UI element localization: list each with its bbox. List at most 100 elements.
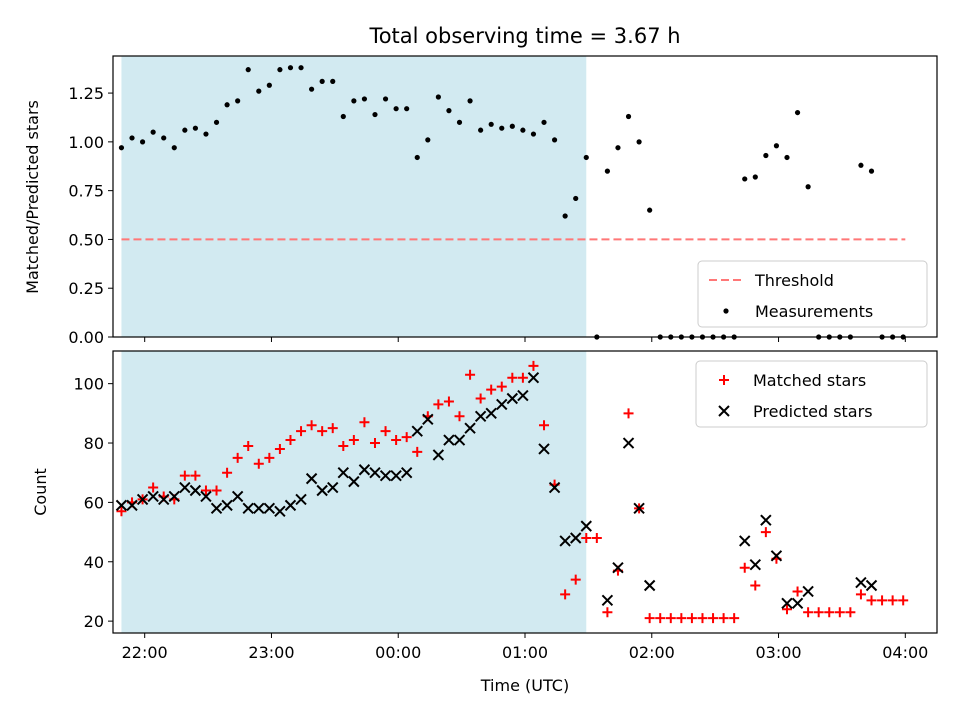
matched-point bbox=[792, 586, 803, 597]
predicted-point bbox=[612, 561, 624, 574]
predicted-point bbox=[548, 481, 561, 494]
measurement-point bbox=[171, 145, 177, 151]
measurement-point bbox=[414, 154, 420, 161]
predicted-point bbox=[411, 425, 423, 437]
predicted-point bbox=[189, 484, 202, 497]
predicted-point bbox=[253, 502, 265, 515]
predicted-point bbox=[274, 505, 286, 518]
predicted-point bbox=[200, 490, 212, 503]
matched-point bbox=[570, 574, 581, 585]
bottom-panel: 20 40 60 80 100 22:00 23:00 00:00 01:00 02:00 03:0… bbox=[73, 350, 938, 662]
matched-point bbox=[834, 607, 845, 618]
measurement-point bbox=[794, 109, 801, 116]
matched-point bbox=[855, 589, 866, 600]
y-tick-label: 0.00 bbox=[68, 328, 104, 347]
matched-point bbox=[179, 470, 190, 481]
measurement-point bbox=[309, 86, 315, 92]
predicted-point bbox=[168, 490, 180, 503]
measurement-point bbox=[139, 139, 146, 145]
legend-label: Threshold bbox=[754, 271, 834, 290]
legend-matched-swatch bbox=[719, 375, 729, 385]
measurement-point bbox=[382, 96, 389, 102]
series-measurements bbox=[118, 65, 906, 340]
matched-point bbox=[697, 613, 708, 624]
matched-point bbox=[803, 607, 814, 618]
matched-point bbox=[148, 482, 159, 493]
measurement-point bbox=[161, 135, 167, 141]
matched-point bbox=[813, 607, 824, 618]
matched-point bbox=[581, 533, 592, 544]
matched-point bbox=[380, 426, 391, 437]
predicted-point bbox=[791, 597, 804, 610]
matched-point bbox=[602, 607, 613, 618]
legend: Matched stars Predicted stars bbox=[695, 360, 928, 428]
predicted-point bbox=[390, 469, 402, 482]
matched-point bbox=[338, 440, 349, 451]
measurement-point bbox=[858, 162, 864, 168]
measurement-point bbox=[361, 96, 368, 102]
predicted-point bbox=[739, 535, 751, 547]
measurement-point bbox=[520, 127, 526, 133]
measurement-point bbox=[625, 113, 632, 120]
matched-point bbox=[718, 613, 729, 624]
measurement-point bbox=[351, 98, 357, 104]
measurement-point bbox=[551, 137, 558, 143]
predicted-point bbox=[506, 392, 519, 405]
measurement-point bbox=[636, 139, 642, 145]
predicted-point bbox=[210, 502, 223, 515]
predicted-point bbox=[570, 532, 582, 544]
legend-measurement-swatch bbox=[723, 308, 729, 314]
y-tick-label: 0.25 bbox=[68, 279, 104, 298]
measurement-point bbox=[203, 131, 209, 137]
measurement-point bbox=[319, 78, 325, 84]
measurement-point bbox=[446, 108, 452, 114]
predicted-point bbox=[263, 502, 276, 515]
observing-span bbox=[121, 351, 587, 633]
predicted-point bbox=[633, 502, 645, 515]
measurement-point bbox=[256, 88, 262, 94]
measurement-point bbox=[541, 119, 547, 125]
matched-point bbox=[306, 420, 317, 431]
y-tick-label: 0.50 bbox=[68, 230, 104, 249]
matched-point bbox=[591, 533, 602, 544]
matched-point bbox=[507, 372, 518, 383]
top-panel: 0.00 0.25 0.50 0.75 1.00 1.25 Threshold Measure… bbox=[68, 55, 938, 347]
measurement-point bbox=[456, 119, 463, 125]
measurement-point bbox=[192, 125, 198, 131]
y-tick-label: 100 bbox=[73, 375, 104, 394]
legend-predicted-swatch bbox=[718, 405, 730, 417]
predicted-point bbox=[622, 437, 635, 449]
predicted-point bbox=[147, 490, 159, 503]
measurement-point bbox=[467, 98, 473, 104]
predicted-point bbox=[284, 499, 297, 512]
matched-point bbox=[496, 381, 507, 392]
measurement-point bbox=[868, 168, 875, 174]
matched-point bbox=[898, 595, 909, 606]
matched-point bbox=[560, 589, 571, 600]
matched-point bbox=[750, 580, 761, 591]
matched-point bbox=[253, 458, 264, 469]
matched-point bbox=[824, 607, 835, 618]
matched-point bbox=[845, 607, 856, 618]
chart-title: Total observing time = 3.67 h bbox=[368, 24, 680, 48]
predicted-point bbox=[369, 466, 381, 479]
x-tick-label: 00:00 bbox=[375, 643, 421, 662]
matched-point bbox=[887, 595, 898, 606]
predicted-point bbox=[538, 443, 550, 455]
predicted-point bbox=[749, 559, 762, 571]
predicted-point bbox=[527, 372, 540, 384]
predicted-point bbox=[770, 550, 783, 562]
legend-label: Matched stars bbox=[753, 371, 866, 390]
matched-point bbox=[274, 443, 285, 454]
measurement-point bbox=[404, 106, 410, 112]
y-tick-label: 40 bbox=[84, 553, 104, 572]
matched-point bbox=[232, 452, 243, 463]
measurement-point bbox=[604, 168, 611, 174]
matched-point bbox=[760, 527, 771, 538]
measurement-point bbox=[129, 135, 135, 141]
legend-label: Predicted stars bbox=[753, 402, 873, 421]
matched-point bbox=[781, 604, 792, 615]
predicted-point bbox=[580, 520, 592, 532]
x-tick-label: 04:00 bbox=[882, 643, 928, 662]
matched-point bbox=[454, 411, 465, 422]
